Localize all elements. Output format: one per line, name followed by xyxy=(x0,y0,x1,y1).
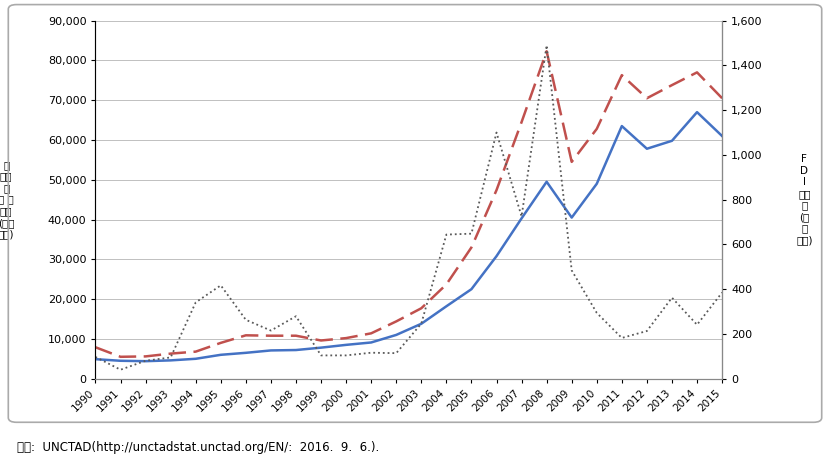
수출액 xyxy=(667,138,677,144)
수출액 xyxy=(241,350,251,356)
FDI 유입액 xyxy=(140,358,150,364)
수출액 xyxy=(316,345,326,350)
수입액 xyxy=(567,159,577,165)
수출액 xyxy=(442,303,452,309)
수출액 xyxy=(341,342,351,347)
수출액 xyxy=(140,358,150,364)
수출액 xyxy=(417,321,427,326)
FDI 유입액 xyxy=(191,300,201,305)
수입액 xyxy=(316,338,326,343)
FDI 유입액 xyxy=(692,322,702,328)
FDI 유입액 xyxy=(617,335,627,341)
FDI 유입액 xyxy=(592,310,602,316)
FDI 유입액 xyxy=(241,317,251,323)
FDI 유입액 xyxy=(667,295,677,301)
수입액 xyxy=(442,282,452,287)
Line: 수출액: 수출액 xyxy=(95,112,722,361)
Line: FDI 유입액: FDI 유입액 xyxy=(95,45,722,370)
수출액 xyxy=(466,286,476,292)
수출액 xyxy=(642,146,652,151)
수입액 xyxy=(642,95,652,101)
수입액 xyxy=(466,245,476,250)
FDI 유입액 xyxy=(442,232,452,237)
FDI 유입액 xyxy=(567,268,577,273)
수입액 xyxy=(115,354,125,359)
수입액 xyxy=(90,345,100,350)
수출액 xyxy=(291,347,301,353)
FDI 유입액 xyxy=(266,328,276,333)
FDI 유입액 xyxy=(516,214,526,219)
수출액 xyxy=(115,358,125,364)
수입액 xyxy=(717,95,727,101)
FDI 유입액 xyxy=(166,355,176,360)
수입액 xyxy=(166,351,176,356)
수입액 xyxy=(341,336,351,341)
수입액 xyxy=(391,319,401,324)
수입액 xyxy=(516,119,526,125)
수출액 xyxy=(216,352,226,358)
수출액 xyxy=(717,133,727,139)
FDI 유입액 xyxy=(366,350,376,355)
수입액 xyxy=(592,126,602,132)
수입액 xyxy=(366,330,376,336)
수입액 xyxy=(542,49,552,54)
수출액 xyxy=(391,332,401,338)
수출액 xyxy=(516,216,526,221)
Text: 자료:  UNCTAD(http://unctadstat.unctad.org/EN/:  2016.  9.  6.).: 자료: UNCTAD(http://unctadstat.unctad.org/… xyxy=(17,442,378,454)
수출액 xyxy=(592,181,602,186)
수입액 xyxy=(491,187,501,193)
수출액 xyxy=(366,340,376,345)
수출액 xyxy=(491,253,501,259)
수입액 xyxy=(140,353,150,359)
수입액 xyxy=(667,82,677,88)
FDI 유입액 xyxy=(642,328,652,334)
수출액 xyxy=(166,358,176,363)
Line: 수입액: 수입액 xyxy=(95,51,722,357)
수출액 xyxy=(90,357,100,362)
수출액 xyxy=(692,109,702,115)
FDI 유입액 xyxy=(491,130,501,135)
수출액 xyxy=(567,215,577,220)
수입액 xyxy=(417,306,427,311)
FDI 유입액 xyxy=(542,43,552,48)
FDI 유입액 xyxy=(216,283,226,288)
수출액 xyxy=(191,356,201,362)
수출액 xyxy=(617,123,627,129)
FDI 유입액 xyxy=(316,353,326,358)
수입액 xyxy=(216,340,226,346)
Y-axis label: F
D
I
유입
액
(백
만
달러): F D I 유입 액 (백 만 달러) xyxy=(796,154,813,245)
FDI 유입액 xyxy=(466,231,476,236)
FDI 유입액 xyxy=(391,350,401,356)
수입액 xyxy=(692,70,702,75)
수입액 xyxy=(617,73,627,78)
FDI 유입액 xyxy=(717,290,727,295)
수입액 xyxy=(266,333,276,338)
FDI 유입액 xyxy=(417,321,427,326)
FDI 유입액 xyxy=(90,354,100,360)
수출액 xyxy=(266,347,276,353)
Y-axis label: 수
수출
액
및 수
입액
(백만
달러): 수 수출 액 및 수 입액 (백만 달러) xyxy=(0,160,14,240)
수입액 xyxy=(191,349,201,354)
수입액 xyxy=(241,333,251,338)
FDI 유입액 xyxy=(341,353,351,358)
수입액 xyxy=(291,333,301,338)
수출액 xyxy=(542,179,552,185)
FDI 유입액 xyxy=(115,367,125,373)
FDI 유입액 xyxy=(291,313,301,319)
